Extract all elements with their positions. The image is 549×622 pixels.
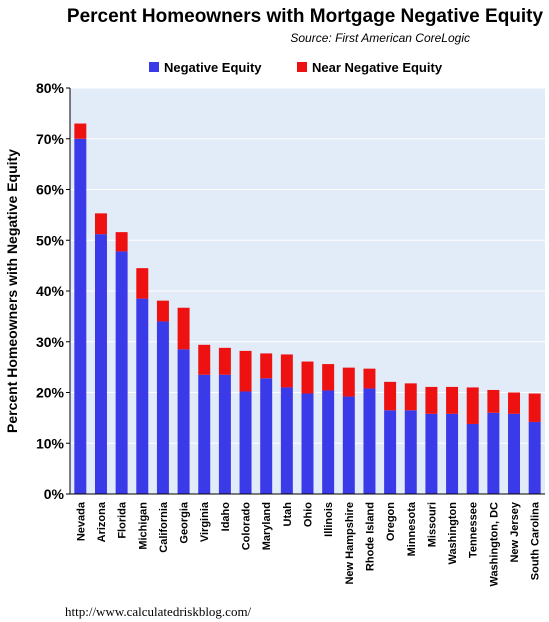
bar-negative-equity-colorado <box>239 391 252 494</box>
bar-negative-equity-new-hampshire <box>342 396 355 494</box>
bar-negative-equity-new-jersey <box>508 413 521 494</box>
y-tick-label: 70% <box>36 131 65 147</box>
x-tick-label-idaho: Idaho <box>220 502 232 532</box>
x-tick-label-rhode-island: Rhode Island <box>364 502 376 571</box>
bar-negative-equity-rhode-island <box>363 388 376 494</box>
bar-near-negative-equity-washington <box>446 386 459 414</box>
x-tick-label-michigan: Michigan <box>137 502 149 550</box>
bar-near-negative-equity-missouri <box>425 386 438 414</box>
bar-near-negative-equity-oregon <box>384 381 397 411</box>
legend-swatch-negative-equity <box>149 62 159 72</box>
chart-subtitle: Source: First American CoreLogic <box>290 31 470 45</box>
bar-near-negative-equity-maryland <box>260 353 273 379</box>
x-tick-label-new-jersey: New Jersey <box>509 501 521 562</box>
x-tick-label-south-carolina: South Carolina <box>530 501 542 580</box>
x-tick-label-illinois: Illinois <box>323 502 335 537</box>
bar-near-negative-equity-florida <box>115 232 128 252</box>
bar-negative-equity-illinois <box>322 390 335 494</box>
x-tick-label-colorado: Colorado <box>241 502 253 551</box>
y-tick-label: 30% <box>36 334 65 350</box>
bar-negative-equity-missouri <box>425 413 438 494</box>
bars <box>74 123 541 494</box>
y-tick-label: 0% <box>44 486 65 502</box>
x-tick-label-california: California <box>158 501 170 553</box>
bar-negative-equity-michigan <box>136 298 149 494</box>
bar-negative-equity-florida <box>115 251 128 494</box>
bar-near-negative-equity-new-hampshire <box>342 367 355 397</box>
bar-near-negative-equity-new-jersey <box>508 392 521 414</box>
bar-near-negative-equity-idaho <box>218 347 231 375</box>
x-tick-label-tennessee: Tennessee <box>468 502 480 558</box>
bar-negative-equity-washington <box>446 413 459 494</box>
x-tick-label-washington-dc: Washington, DC <box>488 502 500 587</box>
chart-title: Percent Homeowners with Mortgage Negativ… <box>67 6 544 27</box>
bar-negative-equity-ohio <box>301 393 314 494</box>
x-tick-label-arizona: Arizona <box>96 501 108 542</box>
bar-near-negative-equity-arizona <box>94 213 107 235</box>
x-tick-label-ohio: Ohio <box>303 502 315 527</box>
bar-negative-equity-utah <box>280 387 293 494</box>
legend-label-near-negative-equity: Near Negative Equity <box>312 60 443 75</box>
bar-negative-equity-virginia <box>198 374 211 494</box>
x-tick-label-maryland: Maryland <box>261 502 273 550</box>
bar-near-negative-equity-nevada <box>74 123 87 139</box>
bar-negative-equity-nevada <box>74 138 87 494</box>
bar-near-negative-equity-virginia <box>198 344 211 375</box>
bar-near-negative-equity-michigan <box>136 268 149 299</box>
x-tick-label-minnesota: Minnesota <box>406 501 418 556</box>
legend-label-negative-equity: Negative Equity <box>164 60 262 75</box>
bar-negative-equity-south-carolina <box>528 421 541 494</box>
bar-negative-equity-tennessee <box>466 423 479 494</box>
bar-negative-equity-california <box>156 321 169 494</box>
x-tick-label-georgia: Georgia <box>179 501 191 543</box>
bar-near-negative-equity-minnesota <box>404 383 417 411</box>
x-tick-label-florida: Florida <box>117 501 129 539</box>
bar-negative-equity-oregon <box>384 410 397 494</box>
bar-near-negative-equity-south-carolina <box>528 393 541 422</box>
bar-negative-equity-georgia <box>177 349 190 494</box>
legend: Negative Equity Near Negative Equity <box>149 60 443 75</box>
bar-near-negative-equity-rhode-island <box>363 368 376 389</box>
bar-near-negative-equity-colorado <box>239 350 252 392</box>
legend-swatch-near-negative-equity <box>297 62 307 72</box>
x-tick-labels: Nevada Arizona Florida Michigan California Ge… <box>75 501 541 586</box>
bar-near-negative-equity-tennessee <box>466 387 479 424</box>
bar-negative-equity-arizona <box>94 234 107 494</box>
x-tick-label-washington: Washington <box>447 502 459 565</box>
y-tick-labels: 0% 10% 20% 30% 40% 50% 60% 70% 80% <box>36 80 70 502</box>
x-tick-label-missouri: Missouri <box>426 502 438 547</box>
bar-near-negative-equity-washington-dc <box>487 389 500 413</box>
bar-near-negative-equity-illinois <box>322 364 335 391</box>
bar-near-negative-equity-california <box>156 300 169 322</box>
bar-negative-equity-washington-dc <box>487 412 500 494</box>
footer-url: http://www.calculatedriskblog.com/ <box>65 604 252 619</box>
bar-negative-equity-idaho <box>218 374 231 494</box>
bar-near-negative-equity-ohio <box>301 361 314 394</box>
x-tick-label-new-hampshire: New Hampshire <box>344 502 356 585</box>
bar-near-negative-equity-georgia <box>177 307 190 350</box>
x-tick-label-nevada: Nevada <box>75 501 87 541</box>
y-tick-label: 80% <box>36 80 65 96</box>
x-tick-label-oregon: Oregon <box>385 502 397 541</box>
y-tick-label: 10% <box>36 435 65 451</box>
y-tick-label: 50% <box>36 232 65 248</box>
y-tick-label: 40% <box>36 283 65 299</box>
bar-near-negative-equity-utah <box>280 354 293 388</box>
bar-negative-equity-minnesota <box>404 410 417 494</box>
y-axis-label: Percent Homeowners with Negative Equity <box>4 149 20 433</box>
y-tick-label: 20% <box>36 385 65 401</box>
x-tick-label-virginia: Virginia <box>199 501 211 542</box>
y-tick-label: 60% <box>36 182 65 198</box>
bar-negative-equity-maryland <box>260 378 273 494</box>
x-tick-label-utah: Utah <box>282 502 294 527</box>
